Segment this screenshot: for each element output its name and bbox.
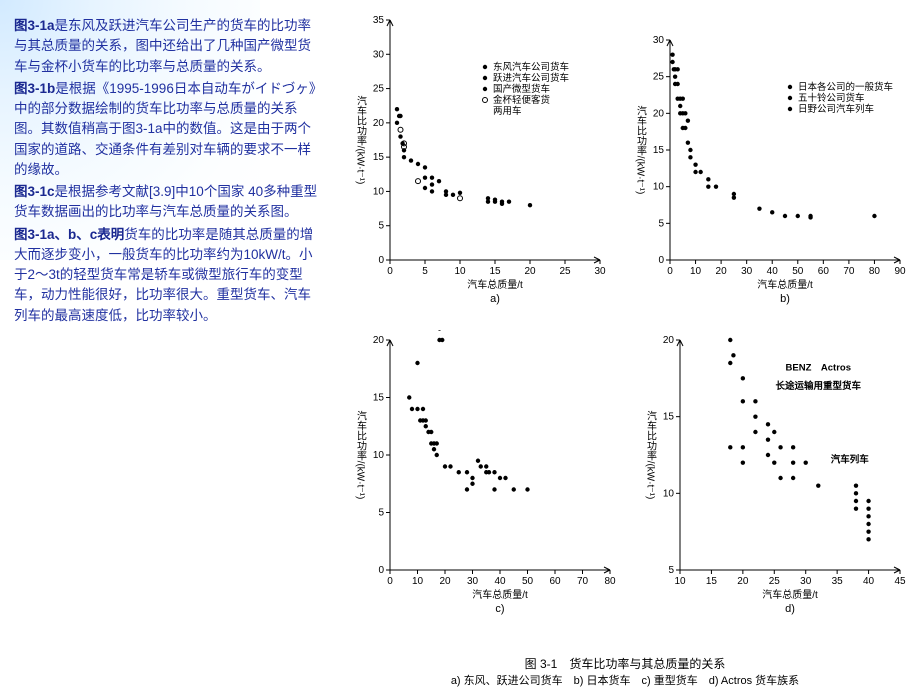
svg-text:45: 45 xyxy=(894,576,906,587)
svg-text:10: 10 xyxy=(674,576,686,587)
svg-text:金杯轻便客货: 金杯轻便客货 xyxy=(493,94,550,106)
svg-text:40: 40 xyxy=(494,576,506,587)
svg-text:35: 35 xyxy=(373,15,385,26)
svg-text:20: 20 xyxy=(373,335,385,346)
svg-text:30: 30 xyxy=(741,266,753,277)
svg-text:20: 20 xyxy=(524,266,536,277)
para3-text: 是根据参考文献[3.9]中10个国家 40多种重型货车数据画出的比功率与汽车总质… xyxy=(14,184,317,219)
svg-text:0: 0 xyxy=(378,255,384,266)
svg-text:70: 70 xyxy=(577,576,589,587)
svg-text:60: 60 xyxy=(549,576,561,587)
svg-text:15: 15 xyxy=(706,576,718,587)
svg-text:30: 30 xyxy=(467,576,479,587)
svg-text:日野公司汽车列车: 日野公司汽车列车 xyxy=(798,103,874,115)
svg-text:两用车: 两用车 xyxy=(493,105,522,117)
svg-text:15: 15 xyxy=(653,145,665,156)
chart-d: 10152025303540455101520汽车总质量/t汽车比功率/(kW·… xyxy=(630,330,910,620)
svg-text:30: 30 xyxy=(653,35,665,46)
svg-text:b): b) xyxy=(780,293,790,305)
svg-text:0: 0 xyxy=(387,576,393,587)
svg-text:d): d) xyxy=(785,603,795,615)
svg-text:15: 15 xyxy=(489,266,501,277)
svg-text:20: 20 xyxy=(716,266,728,277)
svg-text:20: 20 xyxy=(737,576,749,587)
svg-text:20: 20 xyxy=(373,118,385,129)
svg-text:5: 5 xyxy=(378,221,384,232)
svg-text:40: 40 xyxy=(767,266,779,277)
svg-text:c): c) xyxy=(495,603,504,615)
svg-text:0: 0 xyxy=(378,565,384,576)
svg-text:汽车比功率/(kW·t⁻¹): 汽车比功率/(kW·t⁻¹) xyxy=(355,410,367,500)
svg-text:汽车总质量/t: 汽车总质量/t xyxy=(472,588,528,601)
svg-text:20: 20 xyxy=(439,576,451,587)
svg-text:15: 15 xyxy=(373,393,385,404)
svg-text:10: 10 xyxy=(373,450,385,461)
svg-text:80: 80 xyxy=(604,576,616,587)
svg-text:70: 70 xyxy=(843,266,855,277)
svg-text:60: 60 xyxy=(818,266,830,277)
svg-text:20: 20 xyxy=(663,335,675,346)
svg-text:汽车总质量/t: 汽车总质量/t xyxy=(467,278,523,291)
svg-text:5: 5 xyxy=(378,508,384,519)
svg-text:80: 80 xyxy=(869,266,881,277)
svg-text:30: 30 xyxy=(594,266,606,277)
svg-text:五十铃公司货车: 五十铃公司货车 xyxy=(798,92,865,104)
svg-text:5: 5 xyxy=(422,266,428,277)
svg-text:10: 10 xyxy=(412,576,424,587)
figure-panel: 05101520253005101520253035汽车总质量/t汽车比功率/(… xyxy=(330,0,920,690)
svg-text:90: 90 xyxy=(894,266,906,277)
para3-bold: 图3-1c xyxy=(14,184,55,199)
svg-text:汽车总质量/t: 汽车总质量/t xyxy=(757,278,813,291)
svg-text:5: 5 xyxy=(668,565,674,576)
svg-text:0: 0 xyxy=(667,266,673,277)
svg-text:10: 10 xyxy=(663,488,675,499)
chart-c: 0 10 20 30 40 50 60 70 80 0 5 10 15 20 汽车总质量/t 汽车比功率/(k… xyxy=(340,330,620,620)
para4-bold: 图3-1a、b、c表明 xyxy=(14,227,124,242)
para1-text: 是东风及跃进汽车公司生产的货车的比功率与其总质量的关系，图中还给出了几种国产微型… xyxy=(14,18,311,74)
svg-text:a): a) xyxy=(490,293,500,305)
para1-bold: 图3-1a xyxy=(14,18,55,33)
chart-a: 0 5 10 15 20 25 30 0 5 10 15 20 25 30 35 汽车总质量/t 汽车比功率/(… xyxy=(340,10,610,310)
svg-text:国产微型货车: 国产微型货车 xyxy=(493,83,550,95)
svg-text:跃进汽车公司货车: 跃进汽车公司货车 xyxy=(493,72,569,84)
figure-subcaption: a) 东风、跃进公司货车 b) 日本货车 c) 重型货车 d) Actros 货… xyxy=(330,672,920,688)
svg-text:10: 10 xyxy=(653,182,665,193)
chart-b: 0 10 20 30 40 50 60 70 80 90 0 5 10 15 20 25 30 汽车总质量/t 汽车… xyxy=(620,30,910,310)
svg-text:0: 0 xyxy=(658,255,664,266)
svg-text:40: 40 xyxy=(863,576,875,587)
svg-text:30: 30 xyxy=(373,49,385,60)
svg-text:50: 50 xyxy=(792,266,804,277)
svg-text:5: 5 xyxy=(658,218,664,229)
para2-text: 是根据《1995-1996日本自动车がイドづヶ》中的部分数据绘制的货车比功率与总… xyxy=(14,81,322,177)
svg-text:20: 20 xyxy=(653,108,665,119)
svg-text:BENZ Actros: BENZ Actros xyxy=(786,363,851,374)
svg-text:50: 50 xyxy=(522,576,534,587)
svg-text:东风汽车公司货车: 东风汽车公司货车 xyxy=(493,61,569,73)
svg-text:日本各公司的一般货车: 日本各公司的一般货车 xyxy=(798,81,893,93)
svg-text:汽车列车: 汽车列车 xyxy=(831,454,870,466)
svg-text:30: 30 xyxy=(800,576,812,587)
svg-text:25: 25 xyxy=(769,576,781,587)
svg-text:25: 25 xyxy=(559,266,571,277)
svg-text:汽车比功率/(kW·t⁻¹): 汽车比功率/(kW·t⁻¹) xyxy=(635,105,647,195)
svg-text:25: 25 xyxy=(373,84,385,95)
svg-text:25: 25 xyxy=(653,72,665,83)
svg-text:10: 10 xyxy=(690,266,702,277)
figure-caption: 图 3-1 货车比功率与其总质量的关系 xyxy=(330,655,920,672)
svg-text:长途运输用重型货车: 长途运输用重型货车 xyxy=(776,380,862,392)
svg-text:35: 35 xyxy=(832,576,844,587)
svg-text:汽车总质量/t: 汽车总质量/t xyxy=(762,588,818,601)
svg-text:15: 15 xyxy=(373,152,385,163)
para2-bold: 图3-1b xyxy=(14,81,55,96)
svg-text:汽车比功率/(kW·t⁻¹): 汽车比功率/(kW·t⁻¹) xyxy=(645,410,657,500)
svg-text:10: 10 xyxy=(454,266,466,277)
svg-text:15: 15 xyxy=(663,412,675,423)
svg-text:0: 0 xyxy=(387,266,393,277)
svg-text:10: 10 xyxy=(373,186,385,197)
svg-text:汽车比功率/(kW·t⁻¹): 汽车比功率/(kW·t⁻¹) xyxy=(355,95,367,185)
